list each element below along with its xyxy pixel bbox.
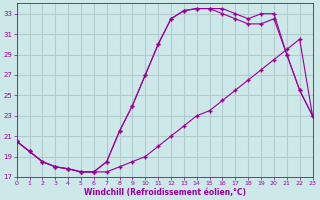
X-axis label: Windchill (Refroidissement éolien,°C): Windchill (Refroidissement éolien,°C) — [84, 188, 245, 197]
